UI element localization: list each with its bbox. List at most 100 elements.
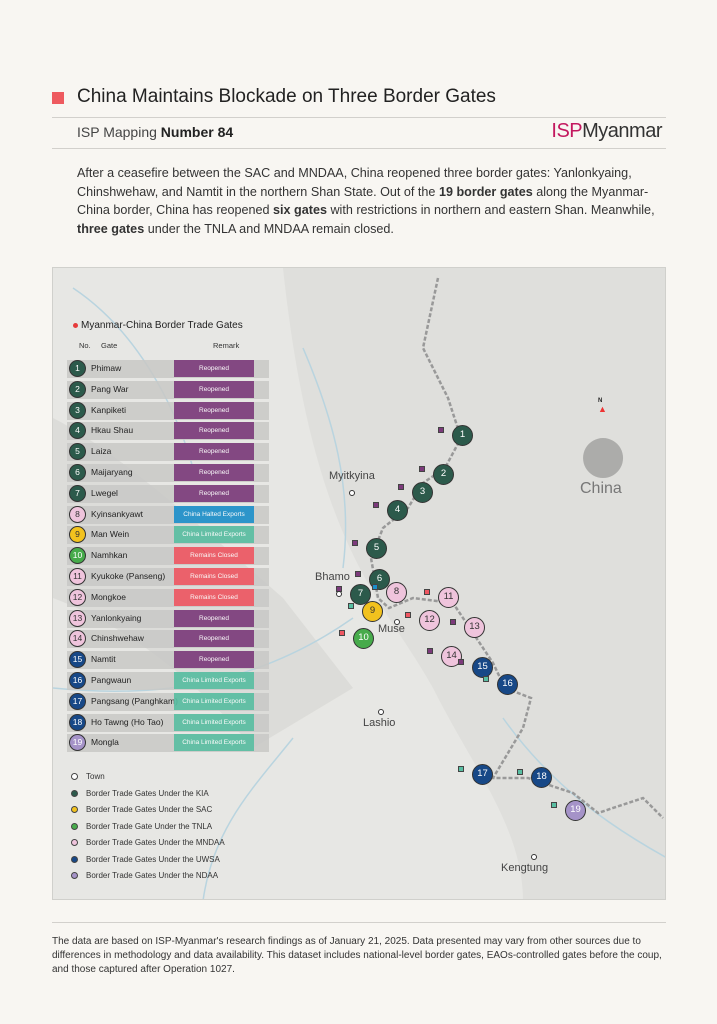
town-label: Muse [378, 623, 405, 635]
gate-number-badge: 16 [69, 672, 86, 689]
gate-number-badge: 12 [69, 588, 86, 606]
gate-number-badge: 15 [69, 651, 86, 669]
gate-remark-badge: Reopened [174, 609, 254, 627]
gate-marker[interactable]: 10 [353, 628, 374, 649]
country-label-china: China [580, 480, 622, 497]
legend-item: Border Trade Gates Under the SAC [71, 805, 212, 814]
town-dot [394, 619, 400, 625]
legend-swatch [71, 822, 78, 830]
gate-location-square [438, 427, 444, 433]
gate-number-badge: 4 [69, 422, 86, 440]
gate-name: Ho Tawng (Ho Tao) [91, 716, 164, 727]
town-label: Bhamo [315, 571, 350, 583]
gate-remark-badge: China Limited Exports [174, 692, 254, 710]
footer-note: The data are based on ISP-Myanmar's rese… [52, 936, 662, 975]
title-accent-square [52, 92, 64, 104]
gate-marker[interactable]: 15 [472, 657, 493, 678]
gate-marker[interactable]: 17 [472, 764, 493, 785]
gate-marker[interactable]: 11 [438, 587, 459, 608]
gate-number-badge: 19 [69, 734, 86, 752]
gate-marker[interactable]: 4 [387, 500, 408, 521]
gate-location-square [458, 659, 464, 665]
gate-location-square [348, 603, 354, 609]
gate-marker[interactable]: 2 [433, 464, 454, 485]
legend-swatch [71, 855, 78, 863]
town-label: Kengtung [501, 862, 549, 874]
border-map: Myanmar-China Border Trade Gates No. Gat… [52, 267, 666, 900]
gate-name: Pangwaun [91, 675, 132, 685]
gate-marker[interactable]: 14 [441, 646, 462, 667]
gate-remark-badge: China Limited Exports [174, 672, 254, 689]
gate-name: Lwegel [91, 487, 118, 498]
gate-remark-badge: China Limited Exports [174, 526, 254, 544]
table-row: 10 Namhkan Remains Closed [67, 547, 269, 566]
gate-marker[interactable]: 1 [452, 425, 473, 446]
table-row: 19 Mongla China Limited Exports [67, 734, 269, 753]
gate-location-square [458, 766, 464, 772]
gate-number-badge: 11 [69, 568, 86, 585]
gate-location-square [483, 676, 489, 682]
gate-marker[interactable]: 3 [412, 482, 433, 503]
gate-marker[interactable]: 9 [362, 601, 383, 622]
table-row: 5 Laiza Reopened [67, 443, 269, 462]
legend-item: Border Trade Gates Under the MNDAA [71, 838, 225, 847]
gate-marker[interactable]: 7 [350, 584, 371, 605]
legend-swatch [71, 789, 78, 797]
table-row: 3 Kanpiketi Reopened [67, 401, 269, 420]
gate-marker[interactable]: 12 [419, 610, 440, 631]
gate-number-badge: 9 [69, 526, 86, 544]
table-row: 11 Kyukoke (Panseng) Remains Closed [67, 568, 269, 586]
gate-location-square [373, 502, 379, 508]
legend-item: Border Trade Gate Under the TNLA [71, 822, 212, 831]
gate-number-badge: 6 [69, 464, 86, 481]
gate-marker[interactable]: 18 [531, 767, 552, 788]
gate-remark-badge: Reopened [174, 484, 254, 502]
north-arrow-icon: N ▲ [598, 398, 607, 414]
gate-location-square [450, 619, 456, 625]
town-dot [349, 490, 355, 496]
gate-remark-badge: Reopened [174, 380, 254, 398]
table-row: 7 Lwegel Reopened [67, 484, 269, 503]
gate-location-square [352, 540, 358, 546]
divider [52, 148, 666, 149]
gate-name: Pangsang (Panghkam) [91, 695, 178, 706]
gate-name: Mongkoe [91, 591, 126, 602]
gate-name: Namhkan [91, 550, 128, 561]
gate-number-badge: 13 [69, 609, 86, 627]
isp-myanmar-logo: ISPMyanmar [551, 120, 662, 142]
legend-swatch [71, 839, 78, 846]
gate-name: Phimaw [91, 363, 122, 373]
gate-remark-badge: Reopened [174, 401, 254, 419]
gate-marker[interactable]: 16 [497, 674, 518, 695]
gate-name: Chinshwehaw [91, 633, 144, 644]
gate-name: Man Wein [91, 529, 130, 540]
gate-location-square [424, 589, 430, 595]
gate-number-badge: 1 [69, 360, 86, 377]
gate-name: Pang War [91, 383, 129, 394]
gate-remark-badge: Reopened [174, 651, 254, 669]
table-row: 17 Pangsang (Panghkam) China Limited Exp… [67, 692, 269, 711]
gate-remark-badge: China Limited Exports [174, 734, 254, 752]
col-no-header: No. [79, 341, 91, 350]
gate-marker[interactable]: 19 [565, 800, 586, 821]
gate-marker[interactable]: 8 [386, 582, 407, 603]
gate-marker[interactable]: 5 [366, 538, 387, 559]
gate-number-badge: 2 [69, 380, 86, 398]
gate-name: Kyinsankyawt [91, 508, 143, 519]
gate-number-badge: 17 [69, 692, 86, 710]
gate-number-badge: 10 [69, 547, 86, 565]
gate-number-badge: 18 [69, 713, 86, 731]
gate-remark-badge: Reopened [174, 630, 254, 648]
gate-number-badge: 14 [69, 630, 86, 648]
gate-name: Namtit [91, 654, 116, 665]
gate-location-square [405, 612, 411, 618]
table-row: 2 Pang War Reopened [67, 380, 269, 399]
gate-marker[interactable]: 13 [464, 617, 485, 638]
gate-remark-badge: China Limited Exports [174, 713, 254, 731]
table-row: 8 Kyinsankyawt China Halted Exports [67, 505, 269, 524]
gate-remark-badge: Reopened [174, 422, 254, 440]
legend-item: Border Trade Gates Under the NDAA [71, 871, 218, 880]
gate-location-square [355, 571, 361, 577]
gate-name: Kyukoke (Panseng) [91, 571, 166, 581]
legend-item: Border Trade Gates Under the KIA [71, 789, 209, 798]
